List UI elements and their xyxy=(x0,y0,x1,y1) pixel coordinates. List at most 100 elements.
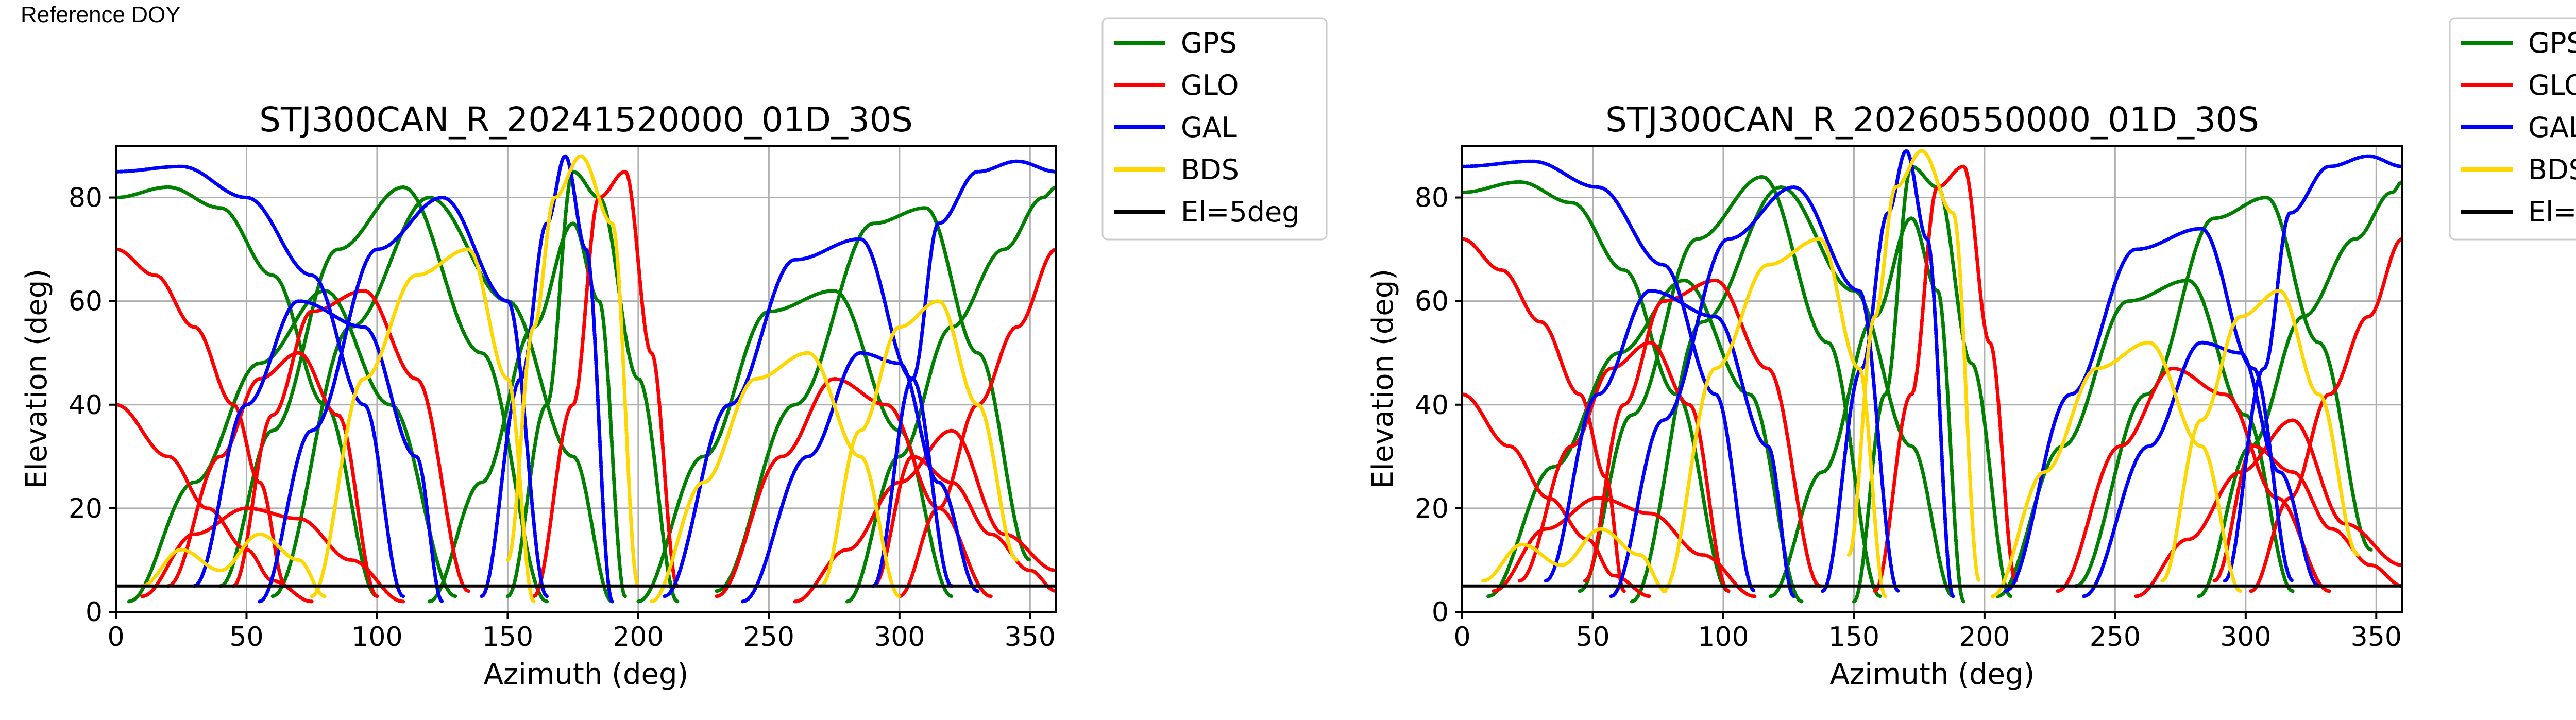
plot-frame xyxy=(115,145,1057,613)
gal-track-6 xyxy=(741,351,980,604)
y-tick-label: 20 xyxy=(1415,493,1449,524)
glo-track-9 xyxy=(1583,278,1822,588)
x-tick-label: 100 xyxy=(1698,622,1749,653)
glo-track-1 xyxy=(1492,496,1757,598)
gps-track-0 xyxy=(127,289,457,604)
legend-label-el-5deg: El=5deg xyxy=(2528,196,2576,228)
series-gps xyxy=(1462,164,2402,604)
legend-box xyxy=(1101,17,1328,241)
gps-track-2 xyxy=(1852,164,2013,604)
glo-track-0 xyxy=(1462,237,1626,593)
glo-track-2 xyxy=(166,351,379,598)
gal-track-0 xyxy=(192,299,445,604)
gal-track-3 xyxy=(663,237,954,598)
bds-track-3 xyxy=(1990,340,2243,598)
y-tick-label: 20 xyxy=(69,493,103,524)
gps-track-1 xyxy=(1578,175,1882,598)
y-axis-title: Elevation (deg) xyxy=(1366,269,1400,489)
legend-box xyxy=(2449,17,2576,241)
x-axis-title: Azimuth (deg) xyxy=(484,658,689,691)
x-tick-label: 350 xyxy=(2351,622,2402,653)
legend-label-gal: GAL xyxy=(1181,111,1237,144)
x-axis-title: Azimuth (deg) xyxy=(1830,658,2035,691)
x-tick-label: 100 xyxy=(351,622,402,653)
gal-track-5 xyxy=(116,164,405,598)
reference-doy-label: Reference DOY xyxy=(21,2,181,27)
x-tick-label: 150 xyxy=(1828,622,1879,653)
x-tick-label: 150 xyxy=(482,622,533,653)
glo-track-6 xyxy=(2056,366,2331,593)
gal-track-6 xyxy=(2082,340,2321,598)
gps-track-6 xyxy=(845,185,1056,604)
glo-track-1 xyxy=(140,506,405,604)
plot-frame xyxy=(1461,145,2403,613)
legend-label-bds: BDS xyxy=(1181,153,1239,186)
gal-track-5 xyxy=(1462,159,1757,593)
y-tick-label: 80 xyxy=(69,183,103,214)
x-tick-label: 50 xyxy=(1575,622,1609,653)
bds-track-2 xyxy=(1846,149,1981,583)
gps-track-7 xyxy=(1462,180,1731,593)
series-gal xyxy=(1462,149,2402,598)
bds-track-1 xyxy=(1661,237,1887,598)
gps-track-4 xyxy=(715,206,1032,593)
bds-track-0 xyxy=(140,532,327,598)
x-tick-label: 300 xyxy=(2220,622,2271,653)
legend-label-glo: GLO xyxy=(1181,69,1239,101)
glo-track-7 xyxy=(116,403,314,604)
y-tick-label: 40 xyxy=(69,390,103,421)
legend-label-el-5deg: El=5deg xyxy=(1181,196,1300,228)
gps-track-7 xyxy=(116,185,379,598)
glo-track-9 xyxy=(231,289,470,593)
series-bds xyxy=(1481,149,2360,598)
bds-track-4 xyxy=(819,299,1019,588)
gps-track-6 xyxy=(2197,180,2402,598)
series-bds xyxy=(140,154,1019,604)
legend-label-gps: GPS xyxy=(2528,27,2576,59)
gps-track-4 xyxy=(2074,196,2373,588)
bds-track-3 xyxy=(649,351,902,604)
chart-title: STJ300CAN_R_20241520000_01D_30S xyxy=(259,100,913,140)
gps-track-8 xyxy=(427,221,627,604)
y-axis-title: Elevation (deg) xyxy=(20,269,54,489)
glo-track-5 xyxy=(532,169,680,598)
legend-label-glo: GLO xyxy=(2528,69,2576,101)
y-tick-label: 80 xyxy=(1415,183,1449,214)
gps-track-3 xyxy=(1995,278,2295,598)
legend-label-bds: BDS xyxy=(2528,153,2576,186)
legend-label-gps: GPS xyxy=(1181,27,1237,59)
x-tick-label: 200 xyxy=(1959,622,2010,653)
x-tick-label: 250 xyxy=(2090,622,2141,653)
x-tick-label: 200 xyxy=(613,622,664,653)
bds-track-2 xyxy=(505,154,640,588)
legend-label-gal: GAL xyxy=(2528,111,2576,144)
gal-track-3 xyxy=(2003,227,2295,593)
gal-track-1 xyxy=(258,196,549,604)
series-gps xyxy=(116,169,1056,604)
gal-track-2 xyxy=(480,154,614,604)
glo-track-4 xyxy=(871,454,1056,593)
x-tick-label: 250 xyxy=(743,622,794,653)
bds-track-1 xyxy=(310,247,536,604)
x-tick-label: 0 xyxy=(1453,622,1470,653)
glo-track-6 xyxy=(715,376,993,598)
y-tick-label: 0 xyxy=(86,597,103,628)
gps-track-8 xyxy=(1768,216,1965,604)
glo-track-5 xyxy=(1873,164,2018,593)
bds-track-4 xyxy=(2160,289,2360,583)
gps-track-2 xyxy=(505,169,680,604)
chart-title: STJ300CAN_R_20260550000_01D_30S xyxy=(1605,100,2259,140)
series-gal xyxy=(116,154,1056,604)
y-tick-label: 60 xyxy=(1415,286,1449,317)
gal-track-2 xyxy=(1821,149,1955,598)
x-tick-label: 50 xyxy=(229,622,263,653)
series-glo xyxy=(116,169,1056,604)
x-tick-label: 300 xyxy=(874,622,925,653)
gal-track-1 xyxy=(1609,185,1901,598)
gal-track-4 xyxy=(871,159,1056,588)
x-tick-label: 350 xyxy=(1005,622,1056,653)
x-tick-label: 0 xyxy=(107,622,124,653)
glo-track-0 xyxy=(116,247,287,588)
y-tick-label: 60 xyxy=(69,286,103,317)
